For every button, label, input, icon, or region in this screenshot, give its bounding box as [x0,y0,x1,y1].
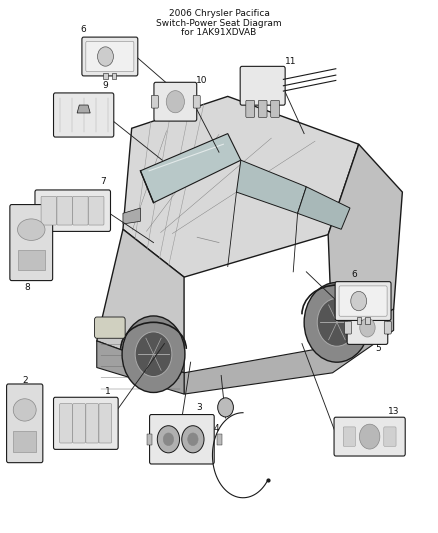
Circle shape [360,318,375,337]
Circle shape [304,282,370,362]
FancyBboxPatch shape [86,42,134,71]
FancyBboxPatch shape [53,397,118,449]
FancyBboxPatch shape [82,37,138,76]
FancyBboxPatch shape [151,95,158,108]
Polygon shape [123,208,141,224]
Circle shape [218,398,233,417]
Circle shape [122,316,185,392]
Text: 2006 Chrysler Pacifica: 2006 Chrysler Pacifica [169,10,269,19]
Text: 4: 4 [214,424,219,433]
FancyBboxPatch shape [339,286,387,316]
Polygon shape [328,144,403,346]
FancyBboxPatch shape [7,384,43,463]
Text: for 1AK91XDVAB: for 1AK91XDVAB [181,28,257,37]
Circle shape [98,47,113,66]
Text: 3: 3 [197,403,202,412]
FancyBboxPatch shape [10,205,53,280]
FancyBboxPatch shape [246,100,254,117]
Circle shape [163,433,173,446]
Circle shape [188,433,198,446]
Text: 2: 2 [22,376,28,385]
Text: Switch-Power Seat Diagram: Switch-Power Seat Diagram [156,19,282,28]
FancyBboxPatch shape [343,427,356,446]
Text: 6: 6 [351,270,357,279]
FancyBboxPatch shape [271,100,279,117]
FancyBboxPatch shape [334,417,405,456]
FancyBboxPatch shape [240,66,285,105]
Text: 8: 8 [24,283,30,292]
FancyBboxPatch shape [150,415,214,464]
FancyBboxPatch shape [335,281,391,320]
Bar [13,431,36,451]
FancyBboxPatch shape [99,403,112,443]
Circle shape [166,91,184,113]
Circle shape [157,426,180,453]
FancyBboxPatch shape [57,196,72,225]
Bar [365,317,370,324]
Circle shape [351,292,367,311]
Bar [357,317,361,324]
FancyBboxPatch shape [95,317,125,338]
Polygon shape [237,160,306,213]
FancyBboxPatch shape [41,196,57,225]
FancyBboxPatch shape [73,403,85,443]
FancyBboxPatch shape [73,196,88,225]
Circle shape [360,424,380,449]
FancyBboxPatch shape [384,427,396,446]
Polygon shape [123,96,359,277]
Polygon shape [97,229,184,373]
Text: 5: 5 [375,344,381,353]
FancyBboxPatch shape [53,93,114,137]
Text: 11: 11 [285,58,297,66]
Bar [147,434,152,445]
FancyBboxPatch shape [60,403,72,443]
Bar [103,72,108,79]
Text: 6: 6 [81,26,87,35]
FancyBboxPatch shape [86,403,99,443]
FancyBboxPatch shape [347,311,388,344]
FancyBboxPatch shape [154,82,197,121]
Bar [18,250,45,270]
Text: 9: 9 [102,81,108,90]
Bar [217,434,222,445]
Polygon shape [184,309,394,394]
Text: 7: 7 [100,177,106,186]
Ellipse shape [13,399,36,421]
Circle shape [135,332,172,376]
Bar [112,72,117,79]
Text: 10: 10 [196,76,207,85]
Ellipse shape [18,219,45,240]
Circle shape [317,298,357,346]
Polygon shape [141,134,241,203]
FancyBboxPatch shape [345,321,352,334]
Polygon shape [77,105,90,113]
FancyBboxPatch shape [35,190,110,231]
Text: 13: 13 [388,407,399,416]
Text: 1: 1 [105,387,110,396]
Polygon shape [97,341,184,394]
Circle shape [182,426,204,453]
FancyBboxPatch shape [384,321,391,334]
FancyBboxPatch shape [88,196,104,225]
FancyBboxPatch shape [258,100,267,117]
FancyBboxPatch shape [193,95,200,108]
Polygon shape [297,187,350,229]
